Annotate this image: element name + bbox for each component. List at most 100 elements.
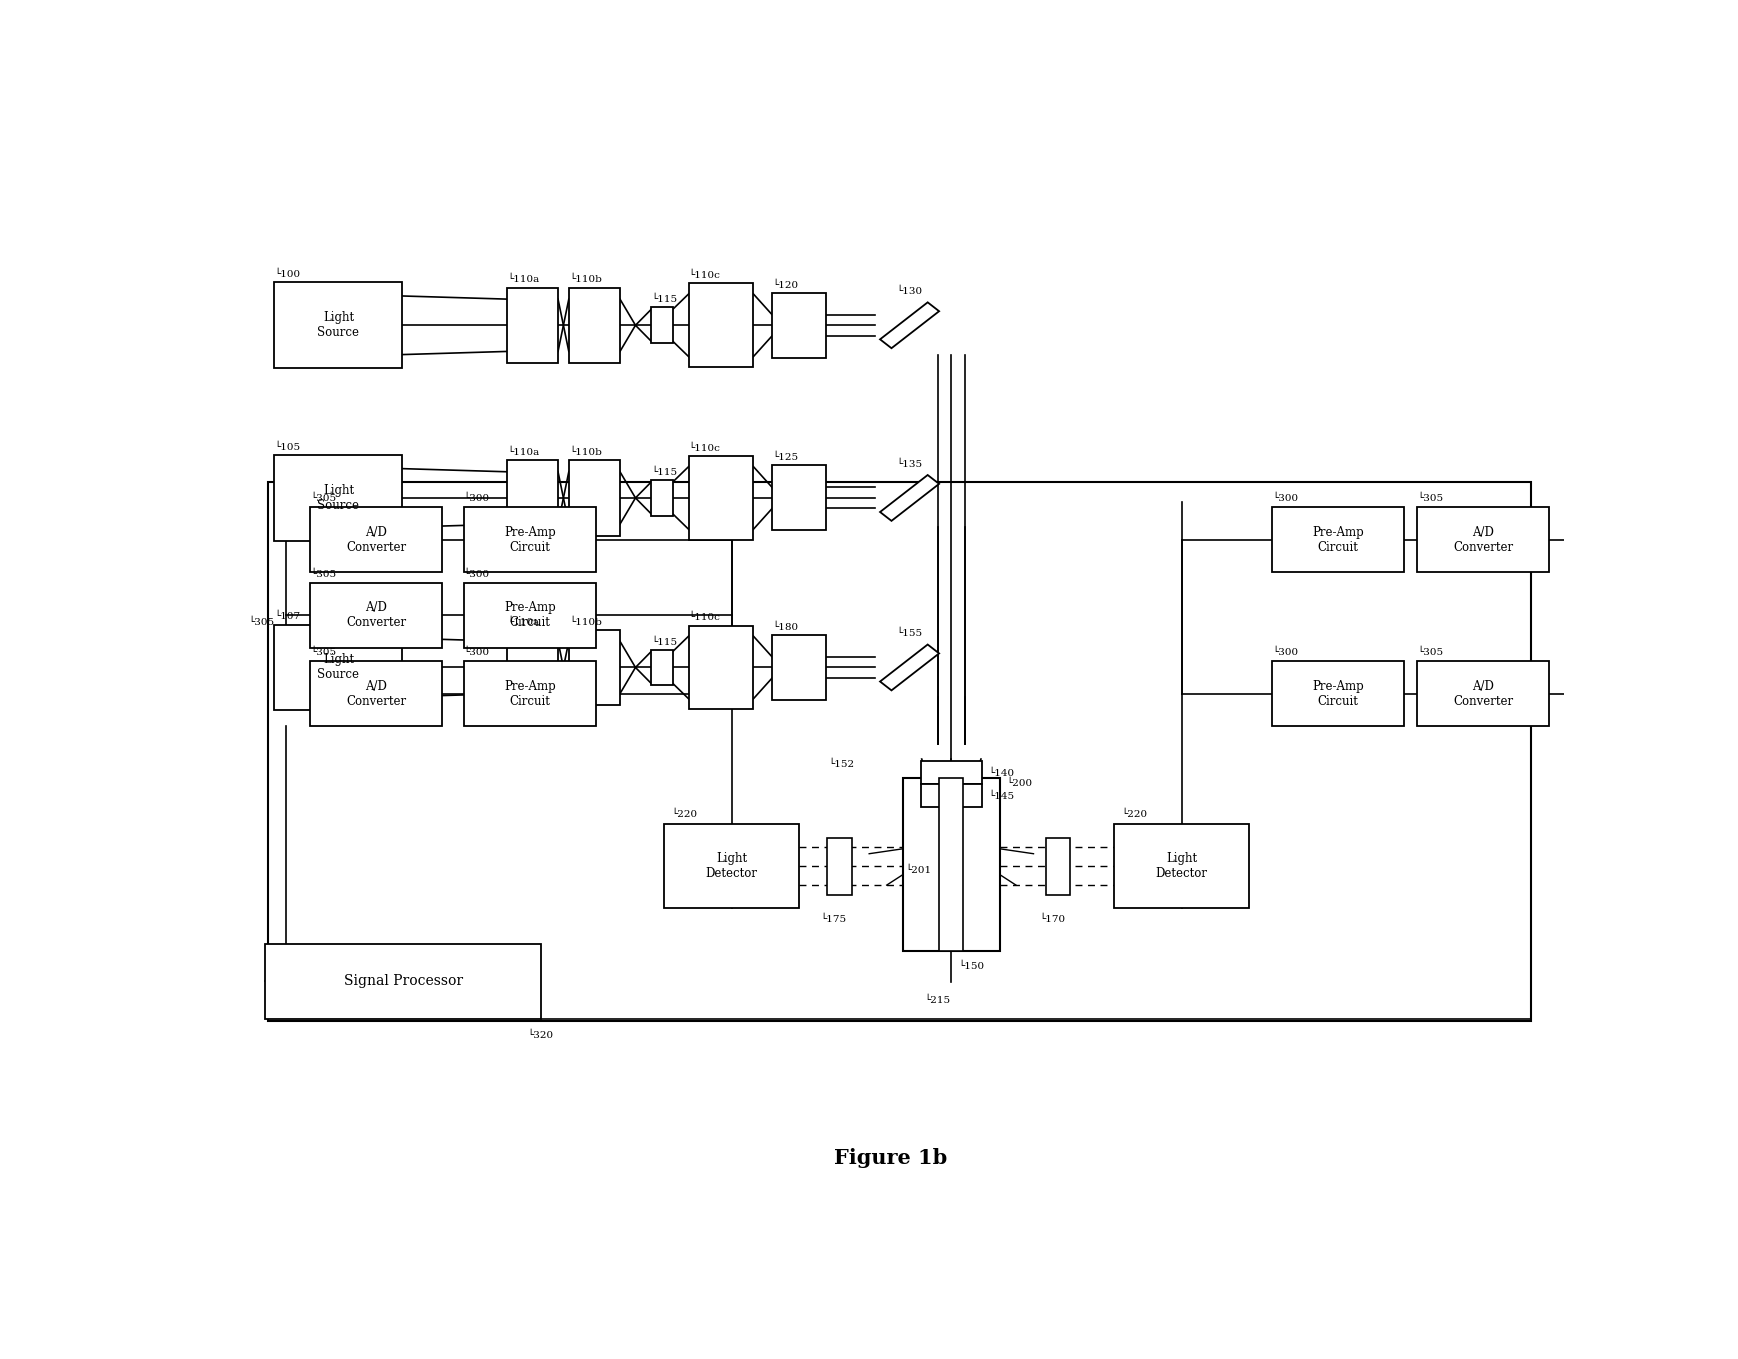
- Text: Light
Detector: Light Detector: [706, 852, 758, 881]
- Bar: [827, 837, 852, 896]
- Text: A/D
Converter: A/D Converter: [1453, 526, 1514, 554]
- Text: └130: └130: [897, 287, 923, 296]
- Text: └320: └320: [528, 1030, 554, 1040]
- Bar: [688, 625, 753, 709]
- Bar: [268, 482, 1531, 1021]
- Text: A/D
Converter: A/D Converter: [346, 601, 407, 629]
- Bar: [652, 307, 673, 342]
- Text: └220: └220: [1121, 810, 1147, 819]
- Polygon shape: [879, 644, 939, 690]
- Text: └140: └140: [989, 768, 1015, 777]
- Bar: [1046, 837, 1071, 896]
- Bar: [464, 583, 596, 648]
- Text: └300: └300: [464, 493, 490, 503]
- Text: Signal Processor: Signal Processor: [344, 974, 462, 988]
- Text: └100: └100: [275, 270, 301, 279]
- Text: └110a: └110a: [507, 447, 539, 457]
- Text: └120: └120: [772, 280, 798, 289]
- Text: └305: └305: [1418, 648, 1444, 656]
- Text: └155: └155: [897, 629, 923, 639]
- Text: └110c: └110c: [688, 270, 721, 280]
- Text: Pre-Amp
Circuit: Pre-Amp Circuit: [504, 526, 556, 554]
- Bar: [275, 283, 403, 368]
- Bar: [309, 507, 441, 572]
- Text: └110b: └110b: [568, 275, 601, 284]
- Bar: [772, 292, 826, 357]
- Text: A/D
Converter: A/D Converter: [346, 680, 407, 708]
- Bar: [275, 625, 403, 711]
- Bar: [921, 761, 982, 784]
- Text: A/D
Converter: A/D Converter: [1453, 680, 1514, 708]
- Text: └115: └115: [652, 295, 678, 304]
- Bar: [1418, 507, 1549, 572]
- Bar: [939, 777, 963, 950]
- Polygon shape: [879, 302, 939, 348]
- Text: └135: └135: [897, 459, 923, 469]
- Bar: [652, 650, 673, 685]
- Text: └115: └115: [652, 467, 678, 477]
- Text: └110b: └110b: [568, 447, 601, 457]
- Text: Pre-Amp
Circuit: Pre-Amp Circuit: [1312, 526, 1364, 554]
- Text: Light
Source: Light Source: [318, 311, 360, 340]
- Text: └305: └305: [309, 569, 337, 579]
- Text: └300: └300: [464, 569, 490, 579]
- Text: └305: └305: [309, 493, 337, 503]
- Bar: [1272, 662, 1404, 726]
- Text: └110c: └110c: [688, 613, 721, 622]
- Text: Pre-Amp
Circuit: Pre-Amp Circuit: [504, 680, 556, 708]
- Bar: [1114, 825, 1250, 908]
- Text: Light
Source: Light Source: [318, 654, 360, 681]
- Text: └125: └125: [772, 453, 798, 462]
- Text: └220: └220: [671, 810, 697, 819]
- Polygon shape: [879, 476, 939, 520]
- Bar: [1272, 507, 1404, 572]
- Text: └170: └170: [1039, 915, 1065, 924]
- Bar: [464, 662, 596, 726]
- Bar: [902, 777, 999, 950]
- Text: └150: └150: [958, 962, 984, 972]
- Bar: [568, 629, 620, 705]
- Text: └300: └300: [464, 648, 490, 656]
- Text: └110c: └110c: [688, 443, 721, 453]
- Bar: [507, 288, 558, 363]
- Text: └201: └201: [905, 866, 932, 875]
- Text: └300: └300: [1272, 648, 1298, 656]
- Text: └107: └107: [275, 612, 301, 621]
- Bar: [275, 455, 403, 541]
- Text: Light
Source: Light Source: [318, 484, 360, 512]
- Bar: [309, 583, 441, 648]
- Text: └305: └305: [309, 648, 337, 656]
- Bar: [266, 943, 541, 1019]
- Bar: [921, 784, 982, 807]
- Bar: [664, 825, 799, 908]
- Bar: [568, 461, 620, 535]
- Text: └180: └180: [772, 622, 798, 632]
- Bar: [772, 635, 826, 700]
- Bar: [568, 288, 620, 363]
- Bar: [688, 457, 753, 540]
- Bar: [772, 466, 826, 530]
- Text: └215: └215: [925, 996, 951, 1004]
- Text: └115: └115: [652, 637, 678, 647]
- Text: └145: └145: [989, 791, 1015, 800]
- Bar: [464, 507, 596, 572]
- Bar: [652, 480, 673, 515]
- Text: Pre-Amp
Circuit: Pre-Amp Circuit: [1312, 680, 1364, 708]
- Bar: [507, 461, 558, 535]
- Bar: [1418, 662, 1549, 726]
- Bar: [688, 284, 753, 367]
- Bar: [309, 662, 441, 726]
- Text: └110a: └110a: [507, 617, 539, 626]
- Text: └110a: └110a: [507, 275, 539, 284]
- Text: └110b: └110b: [568, 617, 601, 626]
- Text: └305: └305: [249, 618, 275, 626]
- Text: └152: └152: [829, 760, 855, 769]
- Bar: [507, 629, 558, 705]
- Text: Figure 1b: Figure 1b: [834, 1147, 947, 1167]
- Text: └305: └305: [1418, 493, 1444, 503]
- Text: A/D
Converter: A/D Converter: [346, 526, 407, 554]
- Text: └105: └105: [275, 443, 301, 453]
- Text: └300: └300: [1272, 493, 1298, 503]
- Text: Pre-Amp
Circuit: Pre-Amp Circuit: [504, 601, 556, 629]
- Text: Light
Detector: Light Detector: [1156, 852, 1208, 881]
